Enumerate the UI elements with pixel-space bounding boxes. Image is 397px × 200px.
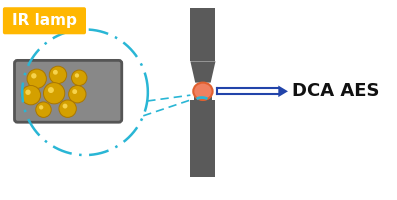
FancyBboxPatch shape (15, 60, 122, 122)
Ellipse shape (193, 83, 213, 100)
Circle shape (39, 105, 43, 110)
Bar (191, 100, 216, 177)
Circle shape (27, 69, 46, 88)
Text: DCA AES: DCA AES (292, 82, 380, 100)
Circle shape (72, 89, 77, 94)
Bar (194, 93, 212, 101)
Circle shape (75, 73, 79, 78)
Bar (191, 8, 216, 61)
Circle shape (48, 87, 54, 93)
Circle shape (71, 70, 87, 86)
Text: IR lamp: IR lamp (12, 13, 77, 28)
Circle shape (21, 86, 40, 105)
Polygon shape (191, 61, 216, 83)
Circle shape (44, 83, 65, 104)
Circle shape (31, 73, 37, 79)
Circle shape (36, 102, 51, 117)
Circle shape (59, 100, 76, 117)
Circle shape (25, 90, 31, 95)
Circle shape (63, 104, 67, 109)
Circle shape (69, 86, 86, 103)
Circle shape (49, 66, 67, 84)
Polygon shape (278, 86, 288, 97)
Circle shape (53, 70, 58, 75)
FancyBboxPatch shape (3, 7, 86, 34)
